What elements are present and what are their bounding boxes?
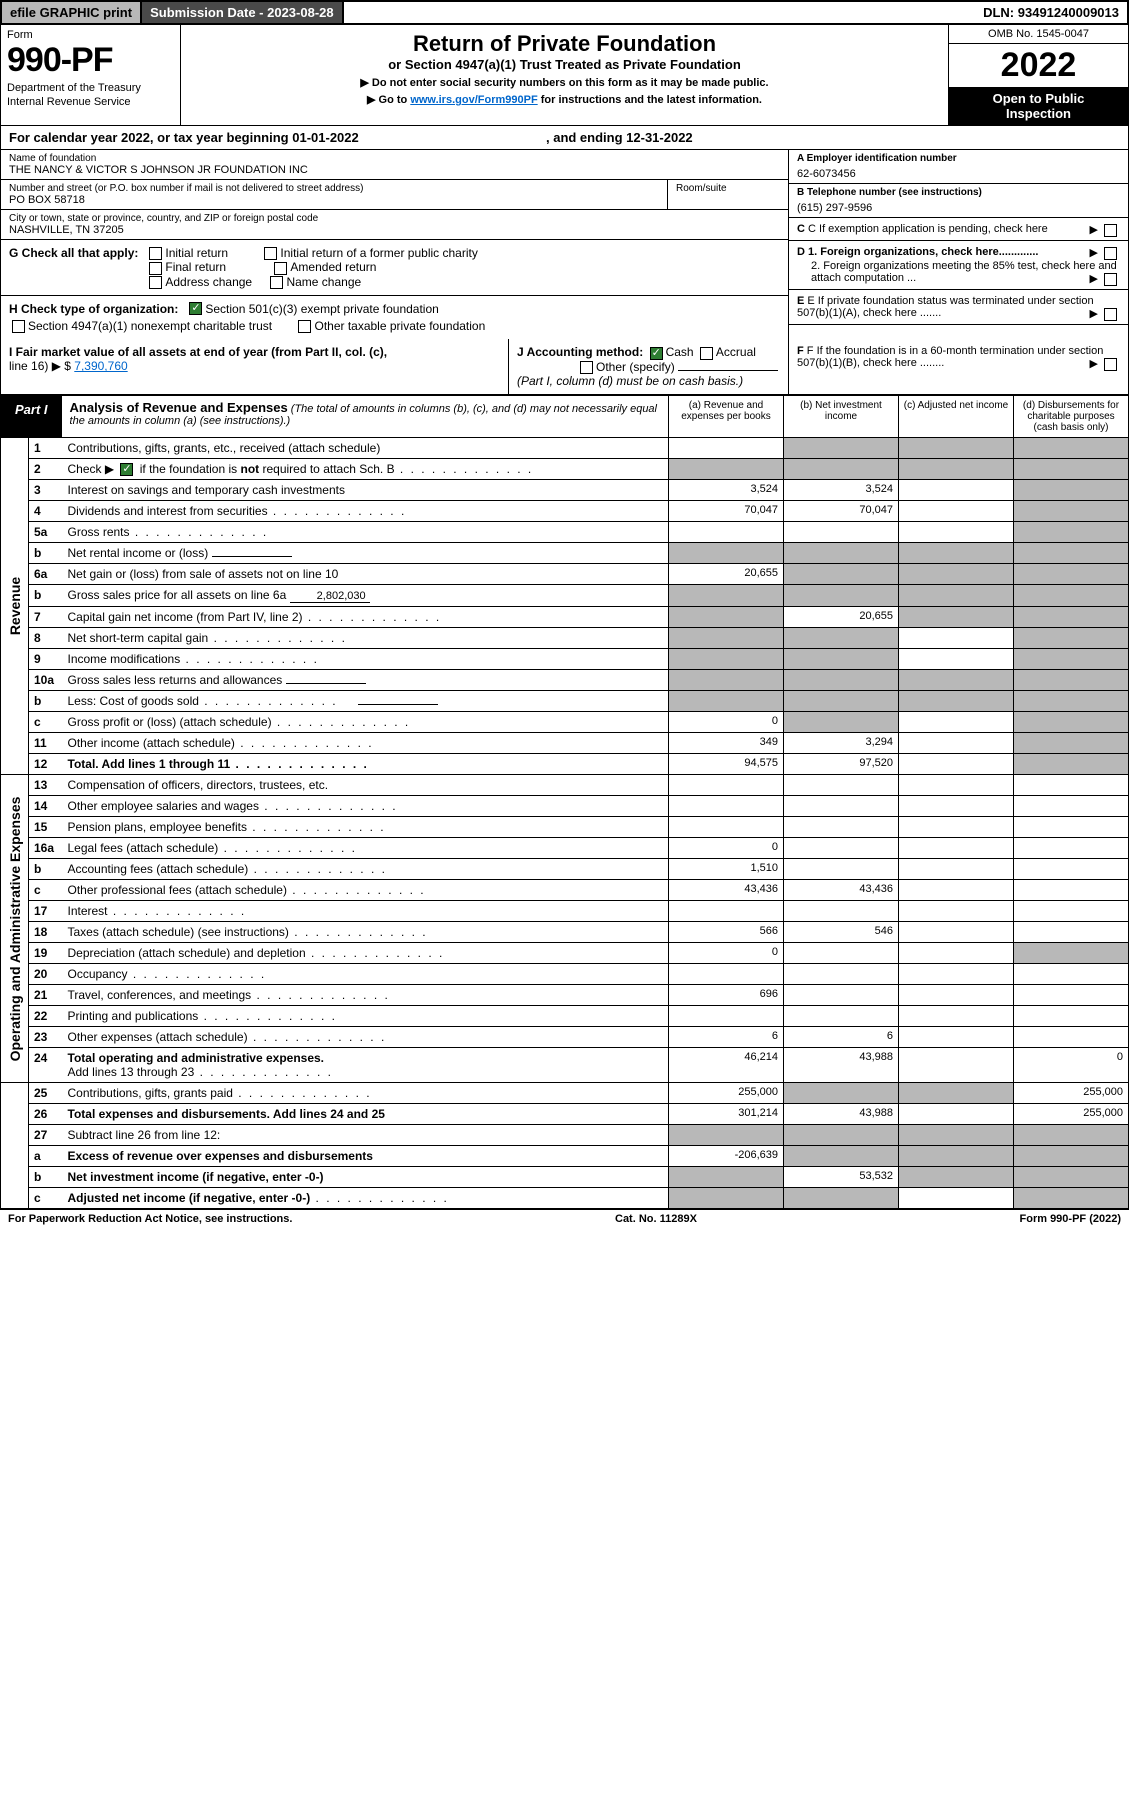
city-state-zip: NASHVILLE, TN 37205 [9, 224, 780, 236]
efile-label[interactable]: efile GRAPHIC print [2, 2, 142, 23]
form-subtitle: or Section 4947(a)(1) Trust Treated as P… [191, 57, 938, 72]
i-j-f-row: I Fair market value of all assets at end… [0, 339, 1129, 395]
chk-accrual[interactable] [700, 347, 713, 360]
chk-final-return[interactable] [149, 262, 162, 275]
omb-number: OMB No. 1545-0047 [949, 25, 1128, 44]
chk-initial-former[interactable] [264, 247, 277, 260]
e-box: E E If private foundation status was ter… [789, 290, 1128, 325]
fmv-link[interactable]: 7,390,760 [74, 359, 127, 373]
chk-other-taxable[interactable] [298, 320, 311, 333]
dept-treasury: Department of the Treasury [7, 82, 174, 94]
col-b: (b) Net investment income [783, 396, 898, 437]
part1-table: Revenue 1Contributions, gifts, grants, e… [0, 438, 1129, 1209]
part1-title: Analysis of Revenue and Expenses [70, 400, 288, 415]
open-to-public: Open to PublicInspection [949, 87, 1128, 125]
d-box: D 1. Foreign organizations, check here..… [789, 241, 1128, 290]
h-lead: H Check type of organization: [9, 302, 178, 316]
c-box: C C If exemption application is pending,… [789, 218, 1128, 241]
address: PO BOX 58718 [9, 194, 659, 206]
dln: DLN: 93491240009013 [975, 2, 1127, 23]
chk-initial-return[interactable] [149, 247, 162, 260]
g-lead: G Check all that apply: [9, 246, 138, 260]
b-label: B Telephone number (see instructions) [797, 187, 1120, 198]
form-number: 990-PF [7, 41, 174, 80]
part1-tag: Part I [1, 396, 62, 437]
chk-d1[interactable] [1104, 247, 1117, 260]
col-c: (c) Adjusted net income [898, 396, 1013, 437]
chk-name-change[interactable] [270, 276, 283, 289]
chk-e[interactable] [1104, 308, 1117, 321]
submission-date: Submission Date - 2023-08-28 [142, 2, 344, 23]
chk-f[interactable] [1104, 358, 1117, 371]
top-bar: efile GRAPHIC print Submission Date - 20… [0, 0, 1129, 25]
tax-year: 2022 [949, 44, 1128, 87]
chk-4947a1[interactable] [12, 320, 25, 333]
chk-501c3[interactable] [189, 302, 202, 315]
chk-c[interactable] [1104, 224, 1117, 237]
addr-label: Number and street (or P.O. box number if… [9, 183, 659, 194]
j-note: (Part I, column (d) must be on cash basi… [517, 374, 743, 388]
expenses-sidelabel: Operating and Administrative Expenses [7, 796, 23, 1061]
form-header: Form 990-PF Department of the Treasury I… [0, 25, 1129, 125]
city-label: City or town, state or province, country… [9, 213, 780, 224]
footer-mid: Cat. No. 11289X [615, 1213, 697, 1225]
note-goto: ▶ Go to www.irs.gov/Form990PF for instru… [191, 93, 938, 106]
j-lead: J Accounting method: [517, 345, 643, 359]
col-a: (a) Revenue and expenses per books [668, 396, 783, 437]
name-label: Name of foundation [9, 153, 780, 164]
chk-schb[interactable] [120, 463, 133, 476]
chk-cash[interactable] [650, 347, 663, 360]
ein: 62-6073456 [797, 164, 1120, 180]
instructions-link[interactable]: www.irs.gov/Form990PF [410, 94, 537, 106]
dept-irs: Internal Revenue Service [7, 96, 174, 108]
chk-d2[interactable] [1104, 273, 1117, 286]
phone: (615) 297-9596 [797, 198, 1120, 214]
revenue-sidelabel: Revenue [7, 577, 23, 635]
foundation-name: THE NANCY & VICTOR S JOHNSON JR FOUNDATI… [9, 164, 780, 176]
chk-address-change[interactable] [149, 276, 162, 289]
calendar-year-row: For calendar year 2022, or tax year begi… [0, 125, 1129, 150]
footer-right: Form 990-PF (2022) [1020, 1213, 1122, 1225]
part1-header: Part I Analysis of Revenue and Expenses … [0, 395, 1129, 438]
chk-other-method[interactable] [580, 361, 593, 374]
col-d: (d) Disbursements for charitable purpose… [1013, 396, 1128, 437]
note-ssn: ▶ Do not enter social security numbers o… [191, 76, 938, 89]
entity-info: Name of foundation THE NANCY & VICTOR S … [0, 150, 1129, 339]
chk-amended[interactable] [274, 262, 287, 275]
room-label: Room/suite [668, 180, 788, 209]
form-title: Return of Private Foundation [191, 31, 938, 57]
footer-left: For Paperwork Reduction Act Notice, see … [8, 1213, 292, 1225]
a-label: A Employer identification number [797, 153, 1120, 164]
i-text: I Fair market value of all assets at end… [9, 345, 387, 359]
page-footer: For Paperwork Reduction Act Notice, see … [0, 1209, 1129, 1228]
form-label: Form [7, 29, 174, 41]
